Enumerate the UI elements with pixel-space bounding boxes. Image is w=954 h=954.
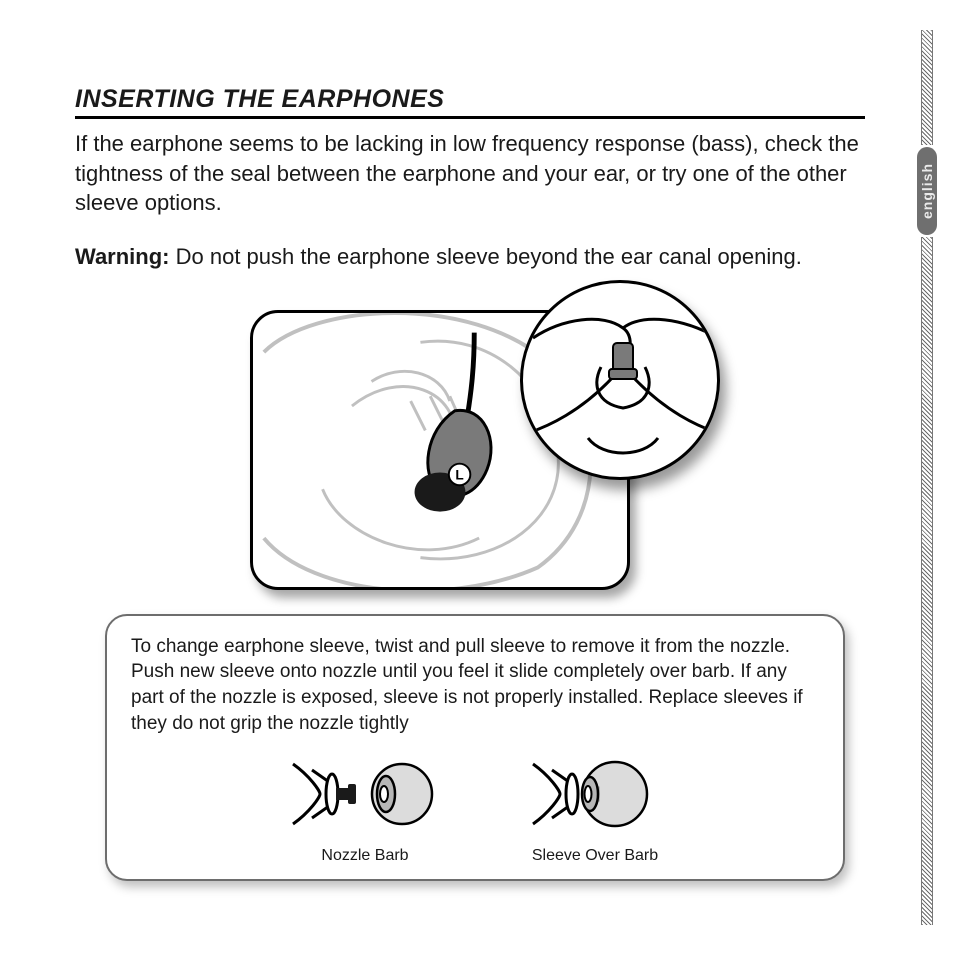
side-language-tab: english [912, 30, 942, 925]
sleeve-change-text: To change earphone sleeve, twist and pul… [131, 634, 819, 737]
sleeve-over-barb-illustration [530, 746, 660, 841]
nozzle-barb-illustration [290, 746, 440, 841]
figure-caption: Nozzle Barb [321, 847, 408, 865]
intro-paragraph: If the earphone seems to be lacking in l… [75, 129, 865, 218]
illustration-wrapper: L [75, 292, 865, 592]
warning-paragraph: Warning: Do not push the earphone sleeve… [75, 242, 865, 272]
section-heading: INSERTING THE EARPHONES [75, 85, 865, 119]
figure-caption: Sleeve Over Barb [532, 847, 658, 865]
sleeve-change-card: To change earphone sleeve, twist and pul… [105, 614, 845, 882]
content-area: INSERTING THE EARPHONES If the earphone … [75, 85, 865, 881]
svg-text:L: L [455, 467, 463, 482]
zoom-detail-illustration [523, 283, 720, 480]
warning-text: Do not push the earphone sleeve beyond t… [170, 244, 802, 269]
figure-nozzle-barb: Nozzle Barb [290, 746, 440, 865]
warning-label: Warning: [75, 244, 170, 269]
figure-sleeve-over-barb: Sleeve Over Barb [530, 746, 660, 865]
side-hatched-decoration [921, 30, 933, 145]
language-label: english [917, 147, 937, 235]
illustration-box: L [250, 292, 690, 592]
zoom-detail-circle [520, 280, 720, 480]
side-hatched-decoration [921, 237, 933, 925]
figure-row: Nozzle Barb Sleeve Over Barb [131, 746, 819, 865]
manual-page: english INSERTING THE EARPHONES If the e… [0, 0, 954, 954]
